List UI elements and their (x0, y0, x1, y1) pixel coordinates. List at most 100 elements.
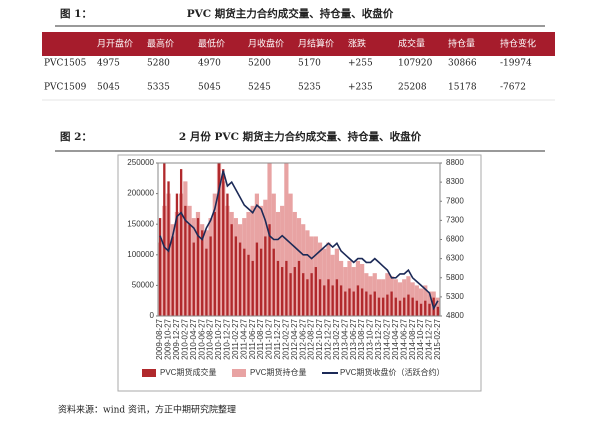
bar (179, 169, 183, 316)
bar (171, 236, 174, 316)
y2-tick-label: 8300 (446, 177, 464, 186)
x-tick-label: 2011-02-27 (231, 318, 240, 359)
x-tick-label: 2014-04-27 (391, 318, 400, 359)
table-cell: 5335 (147, 83, 170, 93)
bar (322, 248, 327, 316)
bar (213, 211, 216, 316)
bar (386, 294, 389, 316)
x-tick-label: 2012-10-27 (315, 318, 324, 359)
x-tick-label: 2011-08-27 (256, 318, 265, 359)
header-cell: 成交量 (398, 38, 425, 50)
bar (201, 230, 204, 316)
bar (217, 163, 221, 316)
bar (373, 291, 376, 316)
bar (310, 273, 313, 316)
bar (415, 300, 419, 316)
x-tick-label: 2012-08-27 (307, 318, 316, 359)
y2-tick-label: 6300 (446, 254, 464, 263)
y-tick-label: 200000 (127, 189, 154, 198)
header-cell: 持仓变化 (500, 38, 536, 50)
figure-label: 图 2： (60, 131, 92, 143)
bar (352, 291, 355, 316)
x-tick-label: 2009-08-27 (155, 318, 164, 359)
bar (158, 218, 162, 316)
y2-tick-label: 8800 (446, 158, 464, 167)
legend-label: PVC期货收盘价（活跃合约） (340, 367, 444, 377)
bar (369, 294, 372, 316)
bar (280, 205, 285, 316)
chart: 0 50000 100000 150000 200000 250000 4800 5300 58… (127, 158, 464, 377)
bar (288, 193, 293, 316)
bar (272, 248, 275, 316)
y2-tick-label: 5800 (446, 273, 464, 282)
bar (209, 236, 212, 316)
bar (428, 303, 431, 316)
header-cell: 最高价 (147, 38, 174, 50)
header-cell: 月收盘价 (248, 38, 284, 50)
bar (377, 297, 381, 316)
bar (407, 294, 410, 316)
bar (259, 248, 263, 316)
bar (184, 205, 187, 316)
figure-title: 2 月份 PVC 期货主力合约成交量、持仓量、收盘价 (179, 130, 422, 143)
bar (243, 248, 246, 316)
bar (292, 211, 297, 316)
bar (356, 285, 360, 316)
x-tick-label: 2013-02-27 (332, 318, 341, 359)
table-cell: PVC1505 (44, 59, 87, 69)
figure-title: PVC 期货主力合约成交量、持仓量、收盘价 (187, 7, 394, 20)
bar (403, 297, 406, 316)
table-cell: -7672 (500, 83, 526, 93)
legend-swatch (142, 369, 156, 377)
plot-frame (157, 162, 441, 317)
x-tick-label: 2010-04-27 (189, 318, 198, 359)
x-tick-label: 2015-02-27 (433, 318, 442, 359)
bar (348, 288, 351, 316)
bar (222, 169, 225, 316)
y-tick-label: 250000 (127, 158, 154, 167)
bar (230, 224, 233, 316)
x-tick-label: 2012-04-27 (290, 318, 299, 359)
bar (424, 300, 427, 316)
bar (365, 291, 368, 316)
table-cell: 4975 (97, 59, 120, 69)
bar (335, 279, 339, 316)
bar (175, 193, 179, 316)
header-cell: 最低价 (198, 38, 225, 50)
x-tick-label: 2012-02-27 (281, 318, 290, 359)
y-tick-label: 150000 (127, 219, 154, 228)
table-cell: 4970 (198, 59, 221, 69)
bar (297, 260, 301, 316)
bar (323, 285, 326, 316)
bar (318, 279, 322, 316)
table-cell: 5045 (97, 83, 120, 93)
x-tick-label: 2010-06-27 (197, 318, 206, 359)
bar (268, 224, 271, 316)
bar (398, 300, 402, 316)
x-tick-label: 2010-10-27 (214, 318, 223, 359)
source-note: 资料来源：wind 资讯，方正中期研究院整理 (58, 404, 236, 416)
table-header-band (42, 32, 555, 56)
x-tick-label: 2014-08-27 (408, 318, 417, 359)
bar (339, 285, 343, 316)
table-cell: 25208 (398, 83, 427, 93)
table: 月开盘价 最高价 最低价 月收盘价 月结算价 涨跌 成交量 持仓量 持仓变化 PVC1505 497… (44, 38, 536, 93)
x-tick-label: 2011-04-27 (239, 318, 248, 359)
bar (192, 242, 195, 316)
bar (394, 297, 397, 316)
header-cell: 月开盘价 (97, 38, 133, 50)
table-cell: 5280 (147, 59, 170, 69)
bar (289, 273, 292, 316)
x-tick-label: 2011-06-27 (248, 318, 257, 359)
y2-tick-label: 7800 (446, 196, 464, 205)
x-tick-label: 2013-12-27 (374, 318, 383, 359)
bar (205, 248, 208, 316)
bar (390, 291, 393, 316)
bar (264, 236, 267, 316)
bar (293, 267, 296, 316)
y2-tick-label: 6800 (446, 235, 464, 244)
table-cell: -19974 (500, 59, 532, 69)
table-cell: PVC1509 (44, 83, 87, 93)
header-cell: 持仓量 (448, 38, 475, 50)
